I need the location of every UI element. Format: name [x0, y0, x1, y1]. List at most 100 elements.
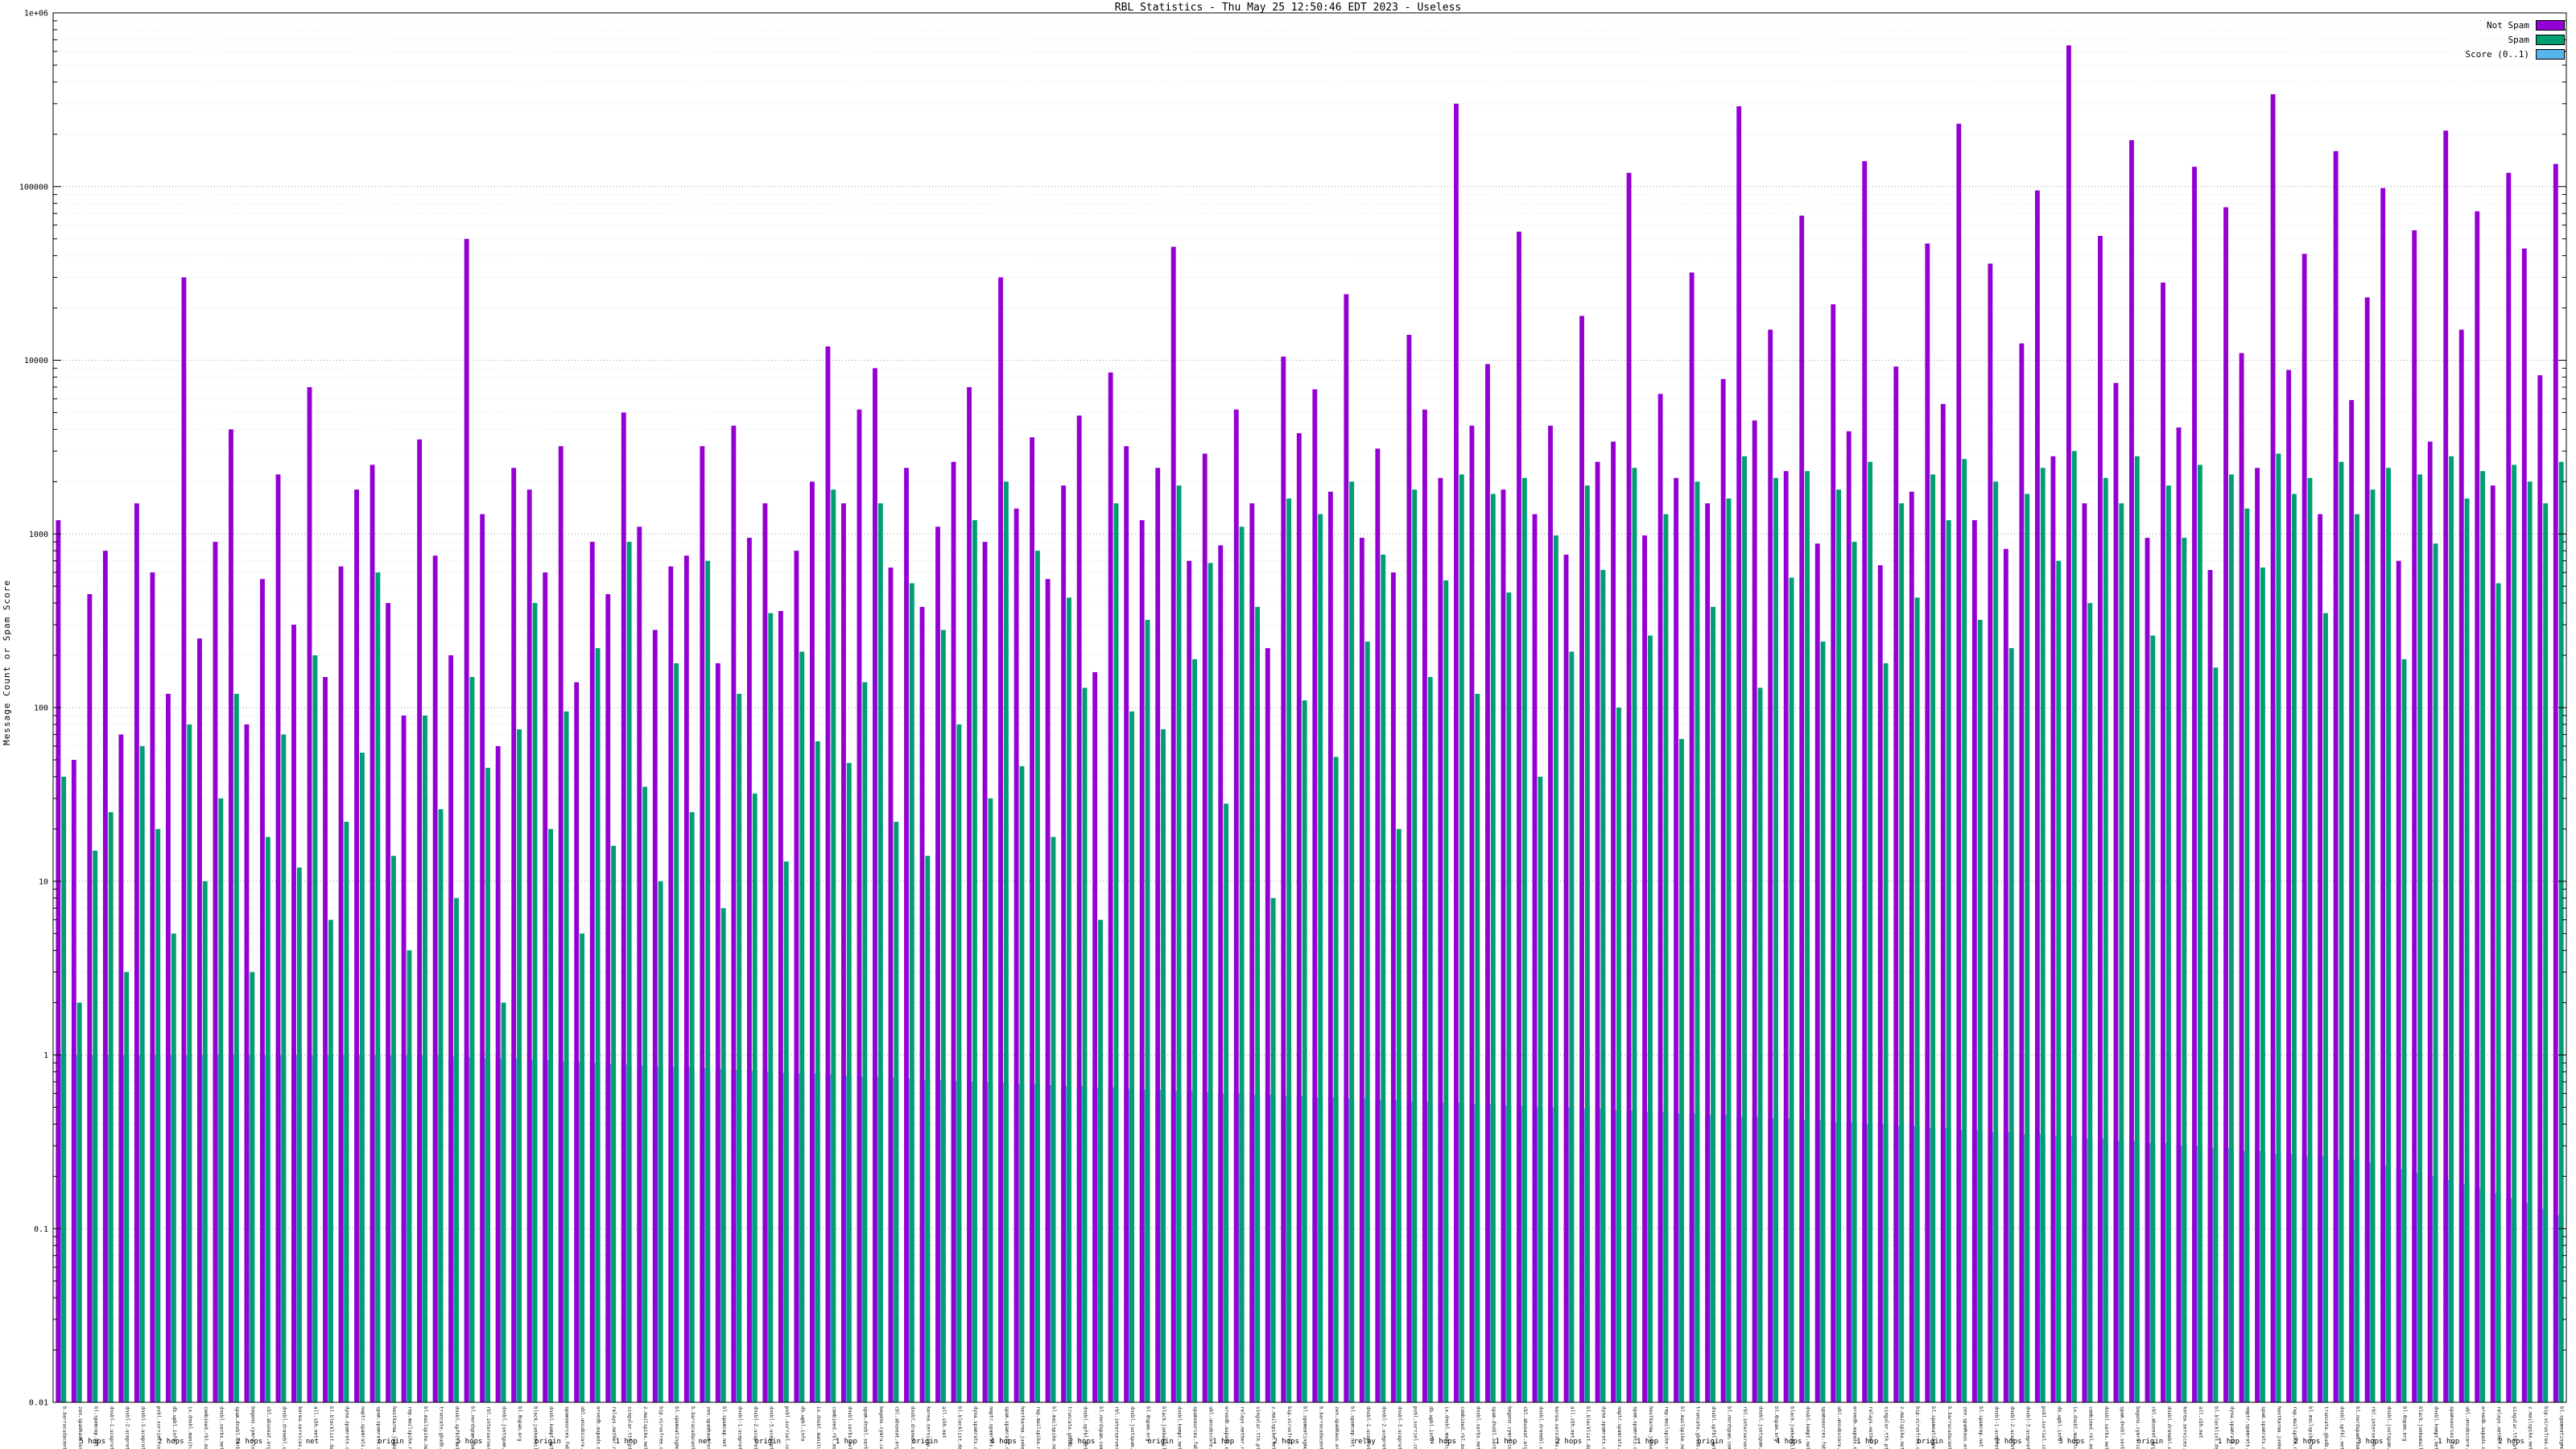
x-tick-label: bip.virusfree.cz [2543, 1406, 2549, 1449]
bar-not-spam [2255, 468, 2260, 1402]
x-tick-label: dnsbl-1.uceprotect.net [1365, 1406, 1371, 1449]
x-tick-label: dnsbl.justspam.org [1758, 1406, 1764, 1449]
bar-spam [61, 776, 67, 1402]
bar-not-spam [386, 603, 391, 1402]
bar-not-spam [1988, 263, 1993, 1402]
bar-spam [1286, 498, 1292, 1402]
bar-not-spam [197, 638, 202, 1402]
bar-not-spam [2427, 441, 2433, 1402]
bar-not-spam [2050, 456, 2056, 1402]
bar-spam [658, 881, 663, 1402]
bar-not-spam [275, 474, 281, 1402]
bar-not-spam [2396, 560, 2401, 1402]
bar-not-spam [1893, 366, 1899, 1403]
x-annotation-label: origin [755, 1438, 782, 1446]
bar-not-spam [369, 464, 375, 1402]
x-tick-label: black.junkemailfilter.com [2417, 1406, 2423, 1449]
x-tick-label: zen.spamhaus.org [705, 1406, 711, 1449]
bar-not-spam [2066, 45, 2071, 1403]
bar-not-spam [2270, 94, 2276, 1403]
bar-not-spam [1783, 471, 1789, 1402]
x-tick-label: relays.nether.net [1240, 1406, 1245, 1449]
bar-not-spam [605, 594, 611, 1402]
bar-not-spam [1689, 272, 1695, 1402]
bar-spam [1176, 485, 1182, 1402]
bar-not-spam [668, 566, 674, 1402]
x-tick-label: rbl.interserver.net [2371, 1406, 2376, 1449]
x-tick-label: bl.spamcop.net [93, 1406, 98, 1447]
bars-layer [56, 45, 2564, 1403]
x-tick-label: bl.spamcop.net [1349, 1406, 1355, 1447]
bar-spam [2150, 635, 2156, 1402]
bar-spam [2449, 456, 2454, 1402]
bar-spam [328, 919, 333, 1402]
bar-spam [642, 786, 648, 1402]
bar-spam [2025, 493, 2030, 1402]
x-annotation-label: 2 hops [1069, 1438, 1096, 1446]
bar-spam [1349, 481, 1355, 1403]
x-tick-label: dnsbl.spfbl.net [454, 1406, 460, 1449]
bar-not-spam [2301, 254, 2307, 1402]
bar-not-spam [2019, 343, 2025, 1402]
bar-not-spam [213, 542, 218, 1402]
x-tick-label: dnsbl.justspam.org [502, 1406, 507, 1449]
bar-not-spam [2318, 514, 2323, 1402]
bar-spam [1868, 461, 1873, 1402]
x-tick-label: orvedb.aupads.org [2480, 1406, 2486, 1449]
bar-spam [1161, 729, 1166, 1402]
bar-not-spam [621, 412, 626, 1402]
bar-not-spam [2003, 548, 2008, 1402]
bar-not-spam [1076, 415, 1082, 1402]
bar-not-spam [998, 277, 1004, 1403]
bar-not-spam [1532, 514, 1538, 1402]
x-annotation-label: 2 hops [158, 1438, 184, 1446]
x-tick-label: relays.nether.net [611, 1406, 617, 1449]
bar-not-spam [1061, 485, 1067, 1402]
bar-spam [1459, 474, 1464, 1402]
bar-spam [2323, 613, 2328, 1402]
bar-spam [2339, 461, 2344, 1402]
bar-spam [2307, 477, 2313, 1402]
bar-not-spam [1139, 520, 1145, 1402]
x-tick-label: relays.nether.net [2496, 1406, 2502, 1449]
x-tick-label: cbl.abuseat.org [894, 1406, 899, 1449]
x-tick-label: hostkarma.junkemailfilter.com [1648, 1406, 1653, 1449]
bar-spam [438, 809, 444, 1402]
bar-not-spam [746, 538, 752, 1402]
bar-not-spam [1940, 403, 1946, 1403]
x-tick-label: zen.spamhaus.org [77, 1406, 83, 1449]
x-tick-label: dnsbl.dronebl.org [281, 1406, 287, 1449]
bar-spam [233, 693, 239, 1402]
x-tick-label: spam.dnsbl.sorbs.net [2119, 1406, 2124, 1449]
bar-spam [187, 724, 192, 1402]
x-tick-label: bl.mailspike.net [1679, 1406, 1685, 1449]
bar-not-spam [260, 579, 265, 1402]
x-tick-label: dnsbl-1.uceprotect.net [109, 1406, 114, 1449]
bar-not-spam [1956, 123, 1962, 1402]
bar-spam [2292, 493, 2297, 1402]
x-tick-label: cbl.abuseat.org [2150, 1406, 2156, 1449]
bar-spam [925, 856, 931, 1402]
bar-spam [2008, 648, 2014, 1402]
bar-spam [752, 793, 758, 1402]
bar-not-spam [1312, 389, 1318, 1402]
bar-not-spam [652, 630, 658, 1402]
x-tick-label: dnsbl.sorbs.net [1475, 1406, 1480, 1449]
x-tick-label: spam.dnsbl.sorbs.net [862, 1406, 868, 1449]
x-tick-label: z.mailspike.net [1271, 1406, 1277, 1449]
bar-spam [1035, 551, 1040, 1402]
bar-not-spam [354, 489, 359, 1402]
x-tick-label: combined.rbl.msrbl.net [1459, 1406, 1465, 1449]
bar-spam [1883, 663, 1889, 1402]
x-annotation-label: 5 hops [80, 1438, 106, 1446]
x-tick-label: bip.virusfree.cz [658, 1406, 664, 1449]
x-tick-label: dnsbl.dronebl.org [1538, 1406, 1543, 1449]
x-tick-label: dnsbl.sorbs.net [2103, 1406, 2109, 1449]
y-tick-label: 0.1 [34, 1225, 48, 1234]
bar-not-spam [700, 446, 705, 1402]
x-tick-label: bip.virusfree.cz [1286, 1406, 1292, 1449]
bar-spam [1914, 597, 1920, 1402]
bar-not-spam [715, 663, 720, 1402]
